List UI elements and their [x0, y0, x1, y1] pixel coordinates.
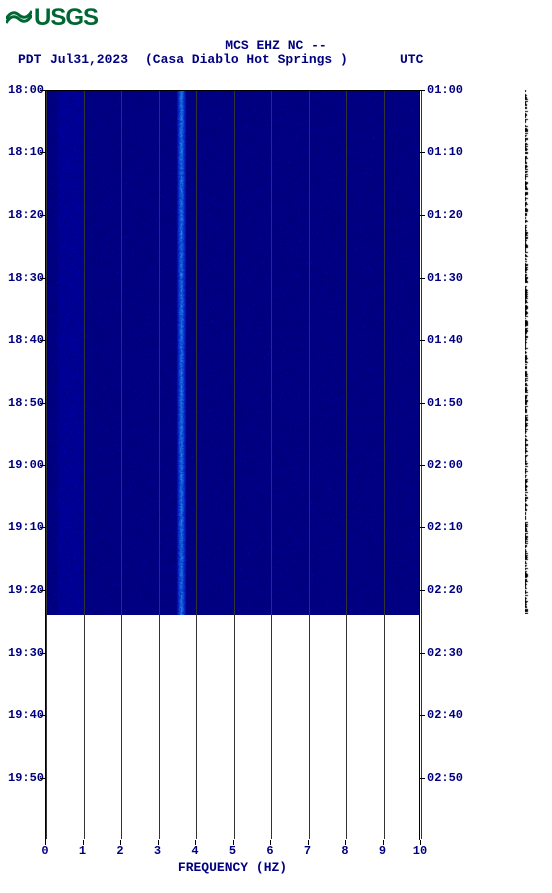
- xtick: 10: [413, 844, 427, 858]
- xtick: 7: [304, 844, 311, 858]
- xtick: 6: [266, 844, 273, 858]
- tick-mark: [345, 840, 346, 845]
- xtick: 5: [229, 844, 236, 858]
- tick-mark: [45, 840, 46, 845]
- spectrogram-canvas: [46, 91, 419, 615]
- tick-mark: [158, 840, 159, 845]
- ytick-right: 01:00: [427, 83, 463, 97]
- x-axis-label: FREQUENCY (HZ): [0, 860, 465, 875]
- tick-mark: [383, 840, 384, 845]
- logo-text: USGS: [34, 4, 98, 32]
- tick-mark: [40, 465, 45, 466]
- gridline-v: [84, 91, 85, 839]
- ytick-right: 02:20: [427, 583, 463, 597]
- gridline-v: [46, 91, 47, 839]
- wave-icon: [6, 9, 32, 27]
- tick-mark: [40, 278, 45, 279]
- tick-mark: [420, 465, 425, 466]
- chart-title: MCS EHZ NC --: [0, 38, 552, 53]
- ytick-right: 02:10: [427, 520, 463, 534]
- tick-mark: [40, 403, 45, 404]
- tick-mark: [83, 840, 84, 845]
- tick-mark: [420, 840, 421, 845]
- gridline-v: [196, 91, 197, 839]
- gridline-v: [234, 91, 235, 839]
- ytick-left: 19:10: [8, 520, 44, 534]
- tick-mark: [40, 152, 45, 153]
- spectrogram-plot: [45, 90, 420, 840]
- tick-mark: [420, 778, 425, 779]
- tick-mark: [40, 527, 45, 528]
- xtick: 0: [41, 844, 48, 858]
- ytick-left: 18:00: [8, 83, 44, 97]
- gridline-v: [159, 91, 160, 839]
- tick-mark: [420, 340, 425, 341]
- tick-mark: [233, 840, 234, 845]
- station-label: (Casa Diablo Hot Springs ): [145, 52, 348, 67]
- xtick: 1: [79, 844, 86, 858]
- gridline-v: [384, 91, 385, 839]
- ytick-left: 18:30: [8, 271, 44, 285]
- spectrogram-empty: [46, 615, 419, 841]
- tick-mark: [270, 840, 271, 845]
- xtick: 8: [341, 844, 348, 858]
- gridline-v: [121, 91, 122, 839]
- tick-mark: [40, 715, 45, 716]
- amplitude-sidebar: [525, 90, 529, 614]
- gridline-v: [346, 91, 347, 839]
- usgs-logo: USGS: [6, 4, 98, 32]
- tz-left-label: PDT: [18, 52, 41, 67]
- ytick-right: 02:50: [427, 771, 463, 785]
- ytick-left: 18:50: [8, 396, 44, 410]
- tick-mark: [420, 653, 425, 654]
- tick-mark: [420, 278, 425, 279]
- ytick-left: 18:20: [8, 208, 44, 222]
- spectrogram-data: [46, 91, 419, 615]
- tick-mark: [420, 215, 425, 216]
- ytick-left: 19:40: [8, 708, 44, 722]
- tick-mark: [40, 215, 45, 216]
- tick-mark: [420, 527, 425, 528]
- tz-right-label: UTC: [400, 52, 423, 67]
- sidebar-canvas: [525, 90, 529, 614]
- tick-mark: [420, 403, 425, 404]
- ytick-right: 02:40: [427, 708, 463, 722]
- xtick: 3: [154, 844, 161, 858]
- xtick: 2: [116, 844, 123, 858]
- ytick-left: 19:50: [8, 771, 44, 785]
- gridline-v: [271, 91, 272, 839]
- tick-mark: [195, 840, 196, 845]
- gridline-v: [309, 91, 310, 839]
- tick-mark: [420, 715, 425, 716]
- xtick: 9: [379, 844, 386, 858]
- tick-mark: [420, 590, 425, 591]
- tick-mark: [120, 840, 121, 845]
- ytick-right: 01:50: [427, 396, 463, 410]
- tick-mark: [40, 590, 45, 591]
- ytick-right: 01:40: [427, 333, 463, 347]
- tick-mark: [40, 90, 45, 91]
- ytick-left: 18:10: [8, 145, 44, 159]
- tick-mark: [40, 778, 45, 779]
- date-label: Jul31,2023: [50, 52, 128, 67]
- xtick: 4: [191, 844, 198, 858]
- tick-mark: [308, 840, 309, 845]
- tick-mark: [420, 90, 425, 91]
- tick-mark: [40, 340, 45, 341]
- tick-mark: [40, 653, 45, 654]
- ytick-left: 19:00: [8, 458, 44, 472]
- ytick-left: 18:40: [8, 333, 44, 347]
- ytick-right: 01:30: [427, 271, 463, 285]
- ytick-right: 02:00: [427, 458, 463, 472]
- ytick-right: 01:10: [427, 145, 463, 159]
- ytick-left: 19:20: [8, 583, 44, 597]
- ytick-left: 19:30: [8, 646, 44, 660]
- tick-mark: [420, 152, 425, 153]
- ytick-right: 01:20: [427, 208, 463, 222]
- ytick-right: 02:30: [427, 646, 463, 660]
